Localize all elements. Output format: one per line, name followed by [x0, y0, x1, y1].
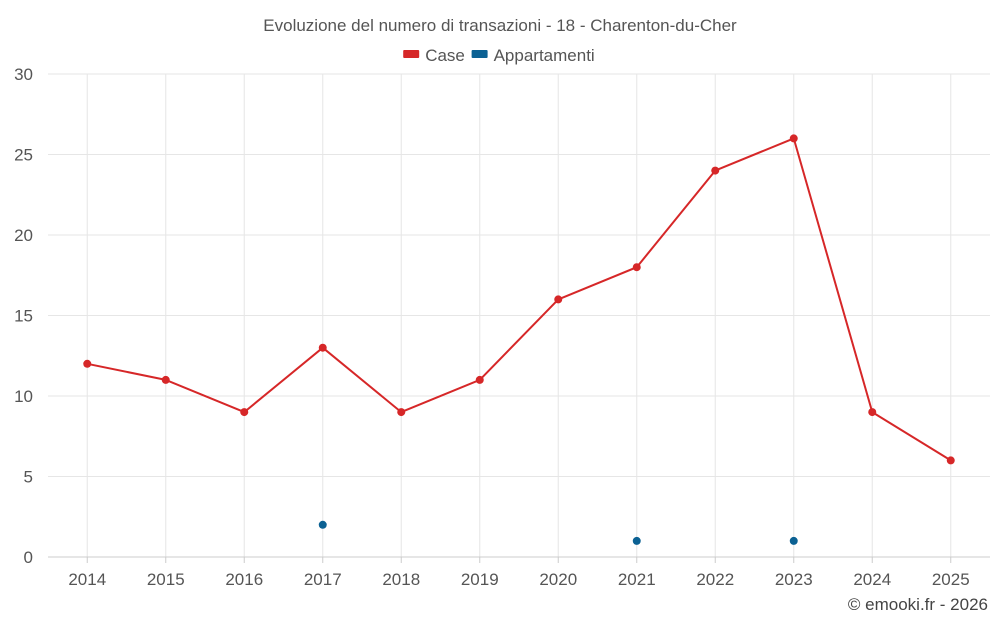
legend-swatch	[471, 50, 488, 58]
y-tick-label: 20	[14, 226, 33, 245]
data-point[interactable]	[946, 456, 955, 465]
x-tick-label: 2020	[539, 570, 577, 589]
x-tick-label: 2024	[853, 570, 891, 589]
x-tick-label: 2017	[304, 570, 342, 589]
legend-label: Appartamenti	[494, 46, 595, 65]
y-tick-label: 25	[14, 146, 33, 165]
x-tick-label: 2016	[225, 570, 263, 589]
x-tick-label: 2021	[618, 570, 656, 589]
legend[interactable]: Case Appartamenti	[403, 46, 595, 65]
x-tick-label: 2014	[68, 570, 106, 589]
data-point[interactable]	[397, 408, 406, 417]
legend-item-case[interactable]: Case	[403, 46, 465, 65]
data-point[interactable]	[868, 408, 877, 417]
data-point[interactable]	[161, 375, 170, 384]
series-line	[86, 137, 952, 462]
y-tick-label: 10	[14, 387, 33, 406]
x-tick-label: 2015	[147, 570, 185, 589]
data-point[interactable]	[632, 536, 641, 545]
legend-label: Case	[425, 46, 465, 65]
grid	[48, 73, 990, 558]
series-case	[83, 134, 955, 465]
y-tick-label: 15	[14, 307, 33, 326]
y-tick-label: 0	[24, 548, 33, 567]
data-point[interactable]	[240, 408, 249, 417]
chart-title: Evoluzione del numero di transazioni - 1…	[263, 16, 737, 35]
x-tick-label: 2019	[461, 570, 499, 589]
legend-item-appartamenti[interactable]: Appartamenti	[471, 46, 595, 65]
series-appartamenti	[318, 520, 798, 545]
series	[83, 134, 955, 545]
data-point[interactable]	[475, 375, 484, 384]
data-point[interactable]	[711, 166, 720, 175]
data-point[interactable]	[318, 343, 327, 352]
y-tick-label: 5	[24, 468, 33, 487]
data-point[interactable]	[632, 263, 641, 272]
data-point[interactable]	[318, 520, 327, 529]
data-point[interactable]	[83, 359, 92, 368]
y-tick-label: 30	[14, 65, 33, 84]
x-tick-label: 2018	[382, 570, 420, 589]
data-point[interactable]	[789, 536, 798, 545]
data-point[interactable]	[789, 134, 798, 143]
credit-text: © emooki.fr - 2026	[848, 595, 988, 614]
x-tick-label: 2025	[932, 570, 970, 589]
x-tick-label: 2023	[775, 570, 813, 589]
data-point[interactable]	[554, 295, 563, 304]
legend-swatch	[403, 50, 420, 58]
x-tick-label: 2022	[696, 570, 734, 589]
